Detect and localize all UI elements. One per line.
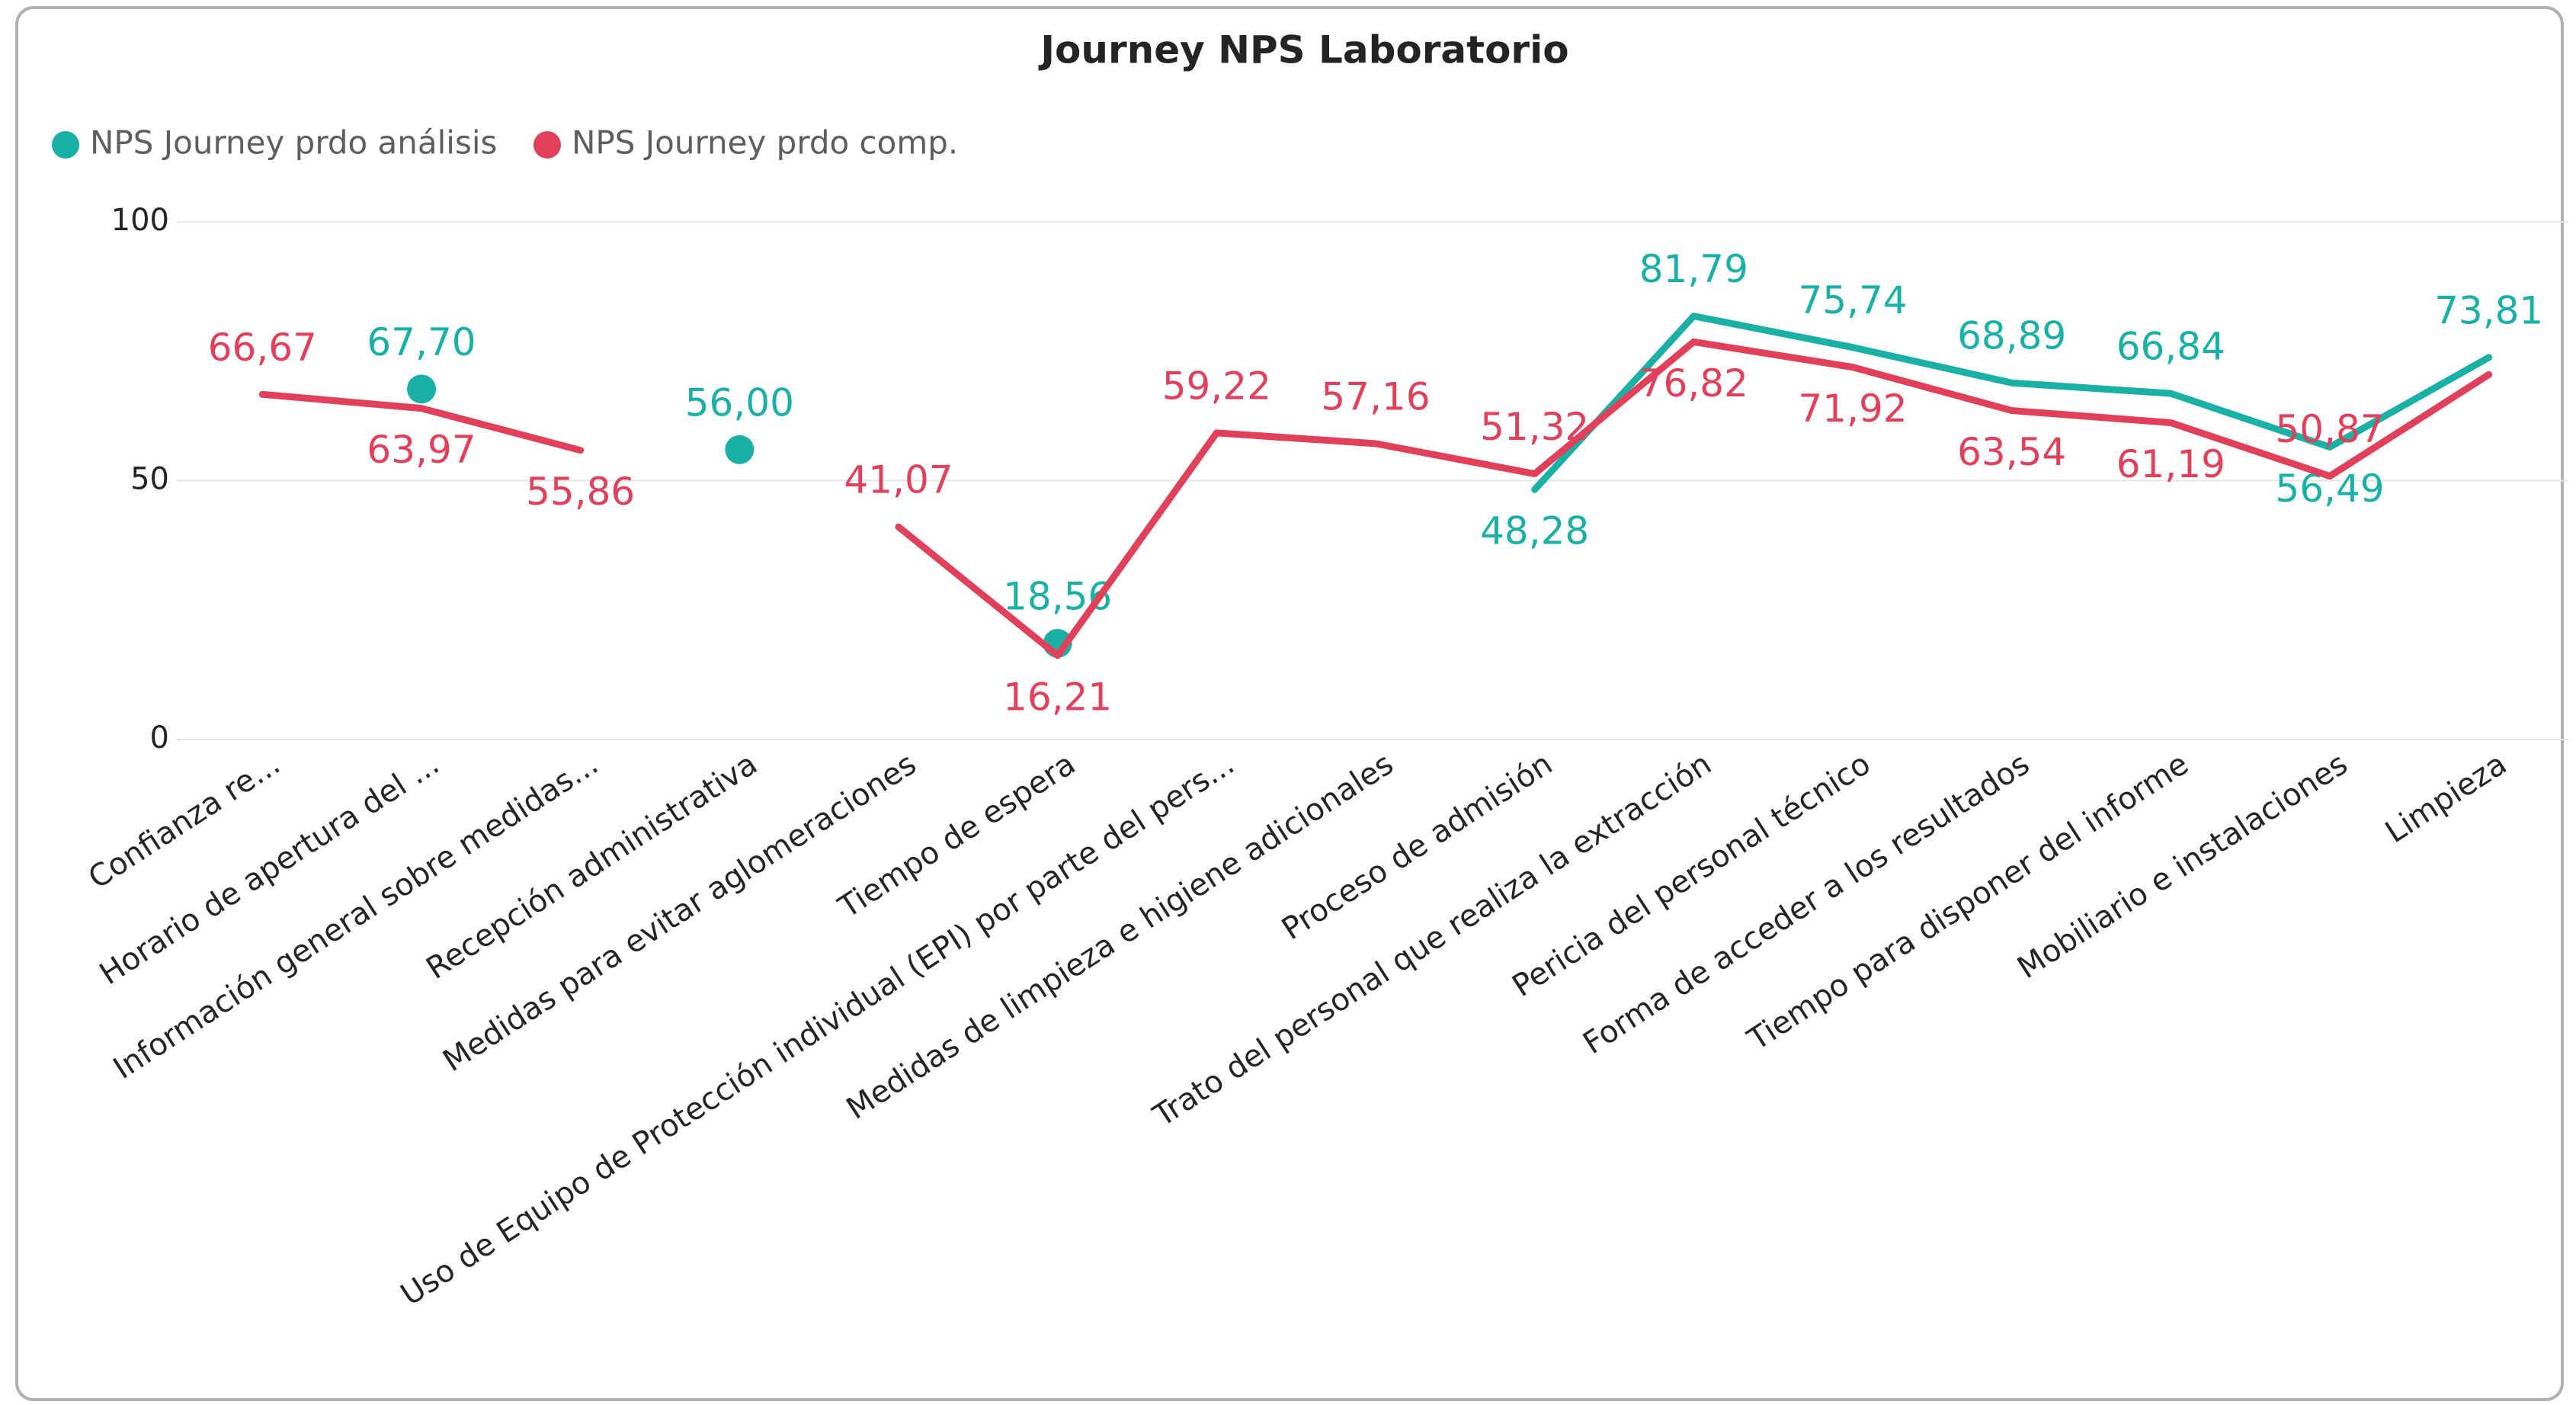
data-label: 51,32	[1480, 405, 1589, 449]
data-point	[725, 435, 755, 464]
data-label: 48,28	[1480, 509, 1589, 553]
y-tick-label: 100	[111, 203, 169, 238]
data-label: 66,67	[208, 326, 317, 370]
data-label: 61,19	[2116, 442, 2225, 486]
y-tick-label: 0	[150, 720, 169, 755]
legend-label: NPS Journey prdo comp.	[572, 124, 958, 162]
data-label: 57,16	[1321, 374, 1430, 419]
data-label: 63,97	[367, 428, 476, 472]
card-border	[15, 6, 2564, 1401]
data-label: 68,89	[1957, 314, 2066, 358]
data-label: 75,74	[1798, 278, 1907, 322]
data-label: 81,79	[1639, 247, 1748, 291]
series-line	[1531, 313, 2493, 493]
chart-title: Journey NPS Laboratorio	[1038, 28, 1568, 72]
data-label: 50,87	[2275, 407, 2384, 451]
data-label: 41,07	[844, 458, 953, 502]
legend-marker	[533, 131, 561, 159]
data-label: 67,70	[367, 320, 476, 364]
y-tick-label: 50	[130, 462, 169, 497]
data-label: 18,56	[1003, 574, 1112, 618]
series-line	[258, 390, 585, 454]
legend-label: NPS Journey prdo análisis	[90, 124, 497, 162]
data-label: 55,86	[526, 470, 635, 514]
legend-marker	[52, 131, 79, 159]
data-label: 76,82	[1639, 361, 1748, 406]
data-label: 56,00	[685, 380, 794, 425]
data-label: 63,54	[1957, 430, 2066, 474]
data-label: 71,92	[1798, 387, 1907, 431]
data-label: 73,81	[2434, 288, 2543, 332]
data-label: 16,21	[1003, 675, 1112, 719]
data-point	[407, 374, 436, 404]
series-line	[895, 338, 2493, 659]
data-label: 59,22	[1162, 364, 1271, 408]
data-label: 66,84	[2116, 325, 2225, 369]
